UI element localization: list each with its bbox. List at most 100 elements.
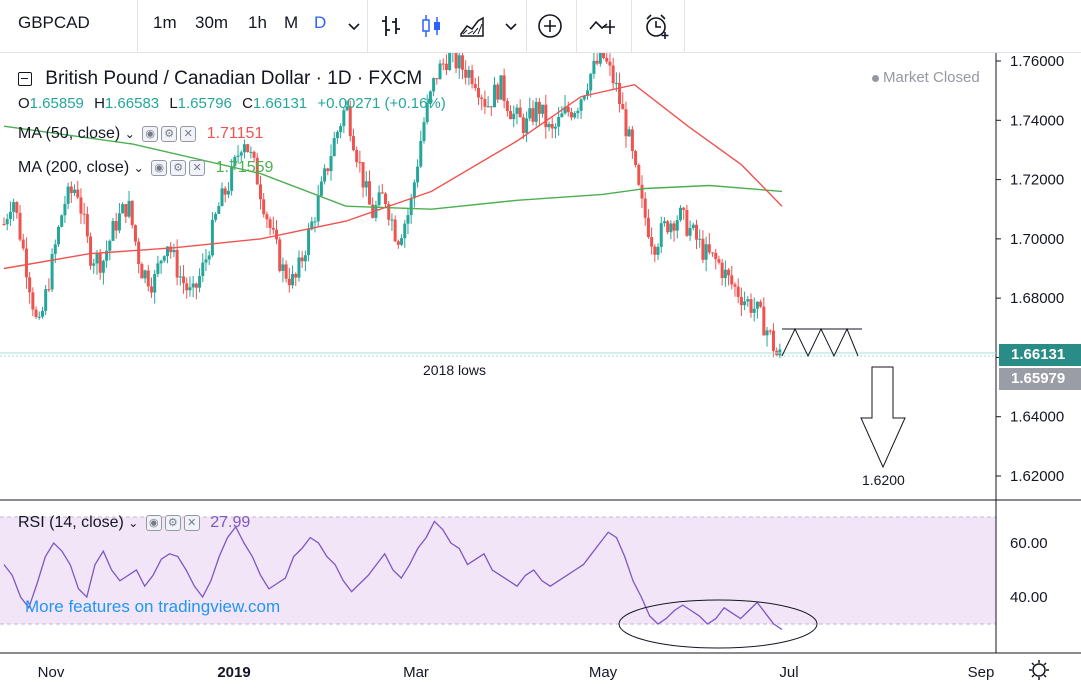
top-toolbar: GBPCAD 1m 30m 1h M D (0, 0, 1081, 53)
candle-body (367, 181, 371, 205)
candle-body (284, 264, 288, 279)
ma200-legend[interactable]: MA (200, close) ⌄ ◉ ⚙ ✕ 1.71559 (18, 159, 273, 177)
bar-chart-style-icon[interactable] (378, 12, 406, 40)
candle-body (470, 69, 474, 85)
candle-body (605, 57, 609, 62)
interval-1m[interactable]: 1m (153, 13, 177, 32)
candle-body (332, 138, 336, 157)
candle-body (5, 218, 9, 225)
candle-body (387, 204, 391, 220)
candle-body (611, 65, 615, 84)
candle-body (682, 207, 686, 210)
candle-body (489, 106, 493, 108)
candle-body (406, 215, 410, 224)
candles-chart-style-icon[interactable] (418, 12, 446, 40)
area-chart-style-icon[interactable] (458, 12, 486, 40)
interval-day[interactable]: D (314, 13, 327, 32)
candle-body (675, 220, 679, 231)
candle-body (329, 156, 333, 172)
candle-body (178, 276, 182, 278)
close-label: C (242, 95, 253, 112)
chevron-down-icon[interactable]: ⌄ (124, 127, 135, 141)
close-icon[interactable]: ✕ (189, 159, 206, 176)
candle-body (98, 253, 102, 273)
candle-body (380, 192, 384, 194)
candle-body (643, 198, 647, 218)
toolbar-divider (631, 0, 632, 53)
candle-body (589, 73, 593, 91)
chart-area[interactable]: 1.620001.640001.660001.680001.700001.720… (0, 38, 1081, 691)
candle-body (662, 221, 666, 224)
lows-annotation: 2018 lows (423, 362, 486, 378)
candle-body (156, 263, 160, 274)
candle-body (557, 117, 561, 127)
candle-body (569, 112, 573, 118)
candle-body (656, 246, 660, 255)
candle-body (390, 219, 394, 221)
candle-body (698, 238, 702, 240)
candle-body (521, 117, 525, 134)
candle-body (598, 48, 602, 64)
candle-body (294, 273, 298, 278)
gear-icon[interactable]: ⚙ (164, 514, 181, 531)
rsi-oversold-ellipse (618, 599, 818, 649)
chevron-down-icon[interactable] (340, 12, 368, 40)
time-tick-label: Jul (779, 664, 798, 681)
eye-icon[interactable]: ◉ (151, 159, 168, 176)
candle-body (531, 108, 535, 122)
candle-body (403, 223, 407, 239)
interval-month[interactable]: M (284, 13, 299, 32)
rsi-band (0, 517, 996, 624)
candle-body (50, 253, 54, 290)
chevron-down-icon[interactable]: ⌄ (128, 516, 139, 530)
close-icon[interactable]: ✕ (180, 125, 197, 142)
alarm-clock-icon[interactable] (643, 12, 671, 40)
candle-body (483, 99, 487, 107)
candle-body (92, 263, 96, 266)
close-icon[interactable]: ✕ (183, 514, 200, 531)
candle-body (191, 283, 195, 288)
interval-1h[interactable]: 1h (248, 13, 267, 32)
interval-30m[interactable]: 30m (195, 13, 229, 32)
chart-legend-title[interactable]: British Pound / Canadian Dollar · 1D · F… (18, 68, 422, 90)
candle-body (268, 219, 272, 228)
price-tick-label: 1.68000 (1010, 290, 1064, 307)
open-value: 1.65859 (29, 95, 84, 112)
gear-icon[interactable]: ⚙ (170, 159, 187, 176)
candle-body (230, 166, 234, 191)
gear-icon[interactable] (1029, 660, 1049, 680)
candle-body (319, 181, 323, 196)
candle-body (34, 309, 38, 318)
compare-symbol-icon[interactable] (588, 12, 616, 40)
candle-body (752, 308, 756, 313)
watermark-link[interactable]: More features on tradingview.com (25, 597, 281, 616)
candle-body (505, 101, 509, 112)
candle-body (85, 214, 89, 237)
candle-body (409, 198, 413, 216)
candle-body (2, 224, 6, 226)
candle-body (720, 262, 724, 279)
candle-body (210, 219, 214, 256)
candle-body (207, 255, 211, 260)
candle-body (553, 126, 557, 129)
eye-icon[interactable]: ◉ (145, 514, 162, 531)
collapse-icon[interactable] (18, 71, 32, 86)
price-tick-label: 1.62000 (1010, 468, 1064, 485)
candle-body (101, 260, 105, 273)
chevron-down-icon[interactable] (497, 12, 525, 40)
candle-body (255, 157, 259, 185)
price-chart-svg[interactable]: 1.620001.640001.660001.680001.700001.720… (0, 38, 1081, 691)
chevron-down-icon[interactable]: ⌄ (133, 161, 144, 175)
candle-body (358, 162, 362, 164)
ma50-label: MA (50, close) (18, 125, 121, 142)
eye-icon[interactable]: ◉ (142, 125, 159, 142)
candle-body (37, 316, 41, 318)
candle-body (28, 277, 32, 293)
ma50-legend[interactable]: MA (50, close) ⌄ ◉ ⚙ ✕ 1.71151 (18, 125, 263, 143)
symbol-selector[interactable]: GBPCAD (18, 13, 90, 32)
gear-icon[interactable]: ⚙ (161, 125, 178, 142)
rsi-legend[interactable]: RSI (14, close) ⌄ ◉ ⚙ ✕ 27.99 (18, 514, 250, 532)
candle-body (262, 199, 266, 215)
add-indicator-icon[interactable] (536, 12, 564, 40)
candle-body (169, 246, 173, 253)
